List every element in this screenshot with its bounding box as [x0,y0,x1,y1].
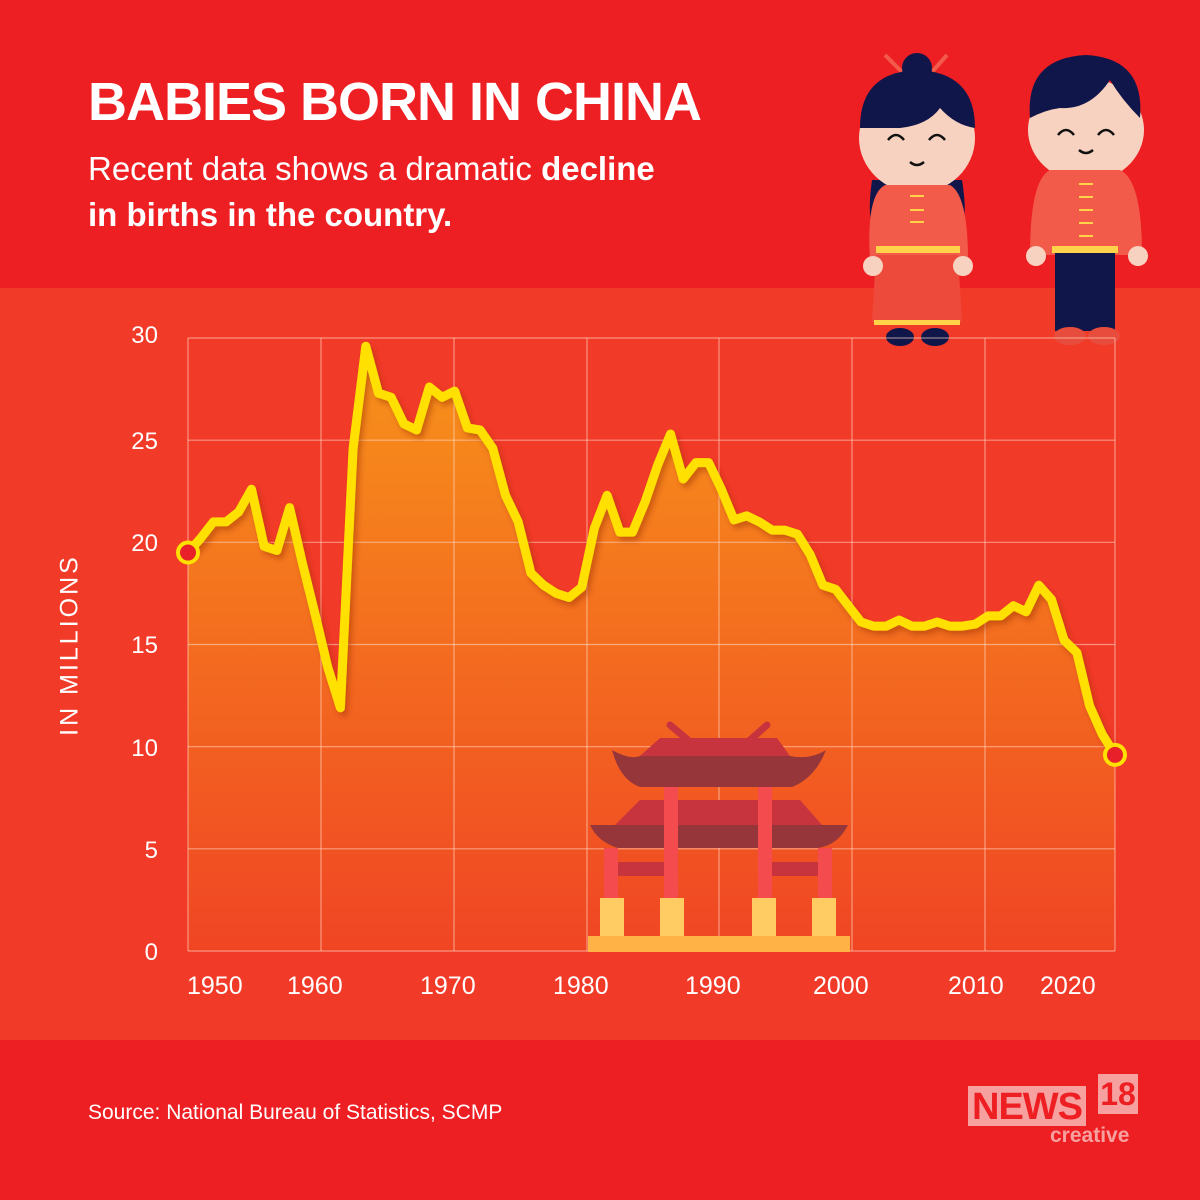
x-tick: 1970 [420,972,476,1000]
page-title: BABIES BORN IN CHINA [88,72,702,132]
x-tick: 2010 [948,972,1004,1000]
y-tick: 30 [131,322,158,349]
start-point-marker[interactable] [176,540,200,565]
y-tick: 15 [131,632,158,659]
gridlines [187,337,1116,952]
area-fill [188,346,1115,951]
logo-creative: creative [1050,1124,1130,1147]
y-tick: 10 [131,735,158,762]
logo-number: 18 [1098,1074,1138,1114]
news18-logo[interactable]: NEWS 18 creative [968,1074,1143,1149]
end-point-marker[interactable] [1103,742,1127,767]
header-band [0,0,1200,288]
subtitle-line2: in births in the country. [88,196,453,233]
x-tick: 1980 [553,972,609,1000]
y-tick: 20 [131,530,158,557]
y-tick: 25 [131,428,158,455]
x-tick: 2020 [1040,972,1096,1000]
source-note: Source: National Bureau of Statistics, S… [88,1101,503,1124]
y-tick: 0 [144,939,158,966]
subtitle-plain: Recent data shows a dramatic [88,150,542,187]
y-tick: 5 [144,837,158,864]
y-axis-label: IN MILLIONS [55,554,84,736]
subtitle-bold: decline [541,150,655,187]
subtitle: Recent data shows a dramatic decline in … [88,146,788,238]
x-tick: 1990 [685,972,741,1000]
x-tick: 2000 [813,972,869,1000]
births-line [183,341,1120,760]
x-tick: 1960 [287,972,343,1000]
x-tick: 1950 [187,972,243,1000]
gate-icon [588,721,850,952]
logo-news: NEWS [968,1086,1086,1128]
